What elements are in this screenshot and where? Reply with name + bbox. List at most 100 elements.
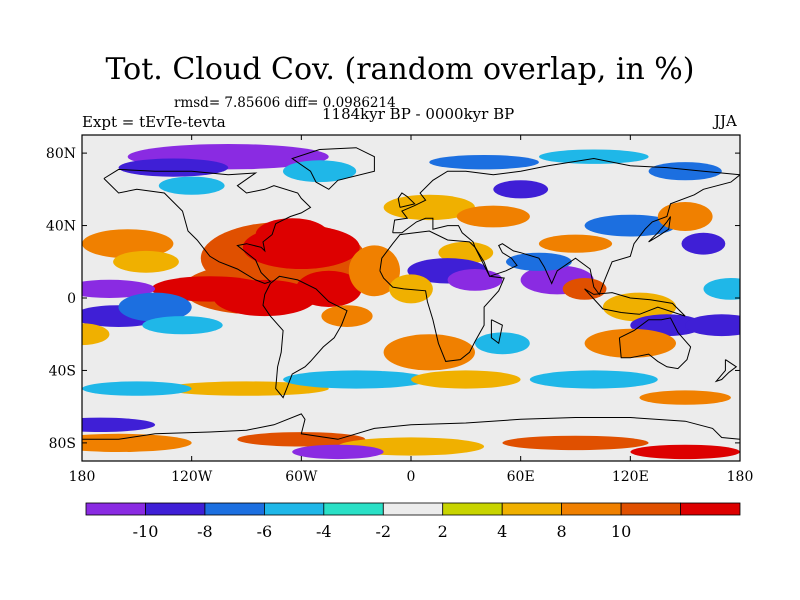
anomaly-region bbox=[292, 444, 384, 460]
colorbar-label: 8 bbox=[557, 522, 567, 541]
anomaly-region bbox=[142, 316, 223, 335]
x-axis-ticks: 180 120W 60W 0 60E 120E 180 bbox=[69, 135, 754, 485]
anomaly-region bbox=[685, 314, 740, 337]
colorbar-label: 4 bbox=[497, 522, 507, 541]
anomaly-region bbox=[383, 194, 475, 221]
anomaly-region bbox=[703, 278, 740, 300]
anomaly-region bbox=[529, 370, 658, 389]
coastline bbox=[262, 275, 348, 399]
anomaly-region bbox=[493, 180, 549, 199]
anomaly-region bbox=[447, 269, 503, 291]
anomaly-region bbox=[681, 232, 726, 255]
anomaly-region bbox=[82, 433, 192, 452]
x-tick-label: 60E bbox=[507, 469, 535, 485]
coastline bbox=[392, 157, 740, 296]
anomaly-region bbox=[657, 202, 713, 231]
x-tick-label: 0 bbox=[407, 469, 416, 485]
x-tick-label: 60W bbox=[285, 469, 318, 485]
x-tick-label: 120E bbox=[612, 469, 649, 485]
x-tick-label: 120W bbox=[171, 469, 213, 485]
anomaly-region bbox=[118, 158, 229, 177]
anomaly-region bbox=[389, 274, 433, 304]
coastline bbox=[379, 230, 505, 362]
anomaly-region bbox=[584, 214, 676, 237]
coastline bbox=[291, 147, 375, 190]
anomaly-region bbox=[237, 432, 366, 447]
anomaly-region bbox=[602, 292, 677, 322]
anomaly-region bbox=[438, 241, 494, 264]
y-axis-ticks: 80N 40N 0 40S 80S bbox=[46, 146, 740, 452]
colorbar-swatch bbox=[263, 502, 325, 516]
colorbar-swatch bbox=[382, 502, 444, 516]
y-tick-label: 40N bbox=[46, 219, 76, 235]
anomaly-region bbox=[82, 323, 110, 346]
y-tick-label: 40S bbox=[49, 363, 76, 379]
anomaly-region bbox=[82, 417, 156, 432]
x-tick-label: 180 bbox=[69, 469, 96, 485]
anomaly-region bbox=[506, 252, 572, 271]
anomaly-region bbox=[383, 334, 475, 371]
colorbar-swatch bbox=[620, 502, 681, 516]
experiment-label: Expt = tEvTe-tevta bbox=[82, 113, 226, 131]
anomaly-region bbox=[213, 279, 316, 317]
y-tick-label: 80S bbox=[49, 436, 76, 452]
anomaly-region bbox=[158, 176, 225, 195]
anomaly-region bbox=[82, 229, 174, 259]
anomaly-region bbox=[295, 270, 362, 307]
anomaly-region bbox=[630, 444, 740, 460]
anomaly-region bbox=[82, 381, 192, 396]
y-tick-label: 80N bbox=[46, 146, 76, 162]
colorbar-swatch bbox=[501, 502, 563, 516]
colorbar-label: -4 bbox=[316, 522, 332, 541]
anomaly-region bbox=[113, 250, 179, 273]
anomaly-region bbox=[283, 370, 430, 389]
season-label: JJA bbox=[714, 112, 737, 130]
colorbar-swatch bbox=[680, 502, 741, 516]
coastline bbox=[584, 288, 686, 317]
anomaly-region bbox=[539, 149, 649, 164]
anomaly-region bbox=[456, 205, 530, 228]
colorbar-label: -6 bbox=[257, 522, 273, 541]
colorbar-label: 10 bbox=[611, 522, 631, 541]
colorbar-swatch bbox=[442, 502, 503, 516]
cloud-anomaly-field bbox=[82, 135, 740, 461]
anomaly-region bbox=[283, 160, 357, 183]
anomaly-region bbox=[118, 292, 192, 322]
anomaly-region bbox=[348, 245, 400, 297]
anomaly-region bbox=[502, 435, 649, 451]
anomaly-region bbox=[411, 370, 521, 389]
coastline bbox=[648, 216, 671, 243]
anomaly-region bbox=[639, 390, 731, 405]
anomaly-region bbox=[475, 332, 530, 355]
anomaly-region bbox=[82, 279, 156, 298]
anomaly-region bbox=[584, 328, 676, 358]
colorbar-swatch bbox=[85, 502, 146, 516]
coastline bbox=[103, 168, 312, 285]
coastlines bbox=[82, 147, 740, 440]
colorbar: -10 -8 -6 -4 -2 2 4 8 10 bbox=[85, 502, 741, 541]
colorbar-swatch bbox=[204, 502, 265, 516]
coastline bbox=[490, 319, 503, 345]
coastline bbox=[714, 359, 738, 383]
colorbar-swatch bbox=[145, 502, 206, 516]
anomaly-region bbox=[255, 218, 329, 251]
x-tick-label: 180 bbox=[727, 469, 754, 485]
anomaly-region bbox=[538, 234, 613, 253]
colorbar-label: 2 bbox=[438, 522, 448, 541]
colorbar-swatch bbox=[323, 502, 384, 516]
coastline bbox=[397, 192, 416, 208]
figure-title: Tot. Cloud Cov. (random overlap, in %) bbox=[105, 52, 695, 87]
colorbar-label: -10 bbox=[133, 522, 159, 541]
coastline bbox=[82, 413, 740, 440]
colorbar-label: -8 bbox=[197, 522, 213, 541]
colorbar-swatch bbox=[561, 502, 622, 516]
stats-label: rmsd= 7.85606 diff= 0.0986214 bbox=[174, 95, 396, 111]
period-label: 1184kyr BP - 0000kyr BP bbox=[322, 105, 515, 123]
coastline bbox=[618, 317, 692, 370]
y-tick-label: 0 bbox=[67, 291, 76, 307]
colorbar-label: -2 bbox=[376, 522, 392, 541]
anomaly-region bbox=[321, 305, 373, 327]
anomaly-region bbox=[429, 155, 539, 170]
anomaly-region bbox=[648, 162, 722, 181]
